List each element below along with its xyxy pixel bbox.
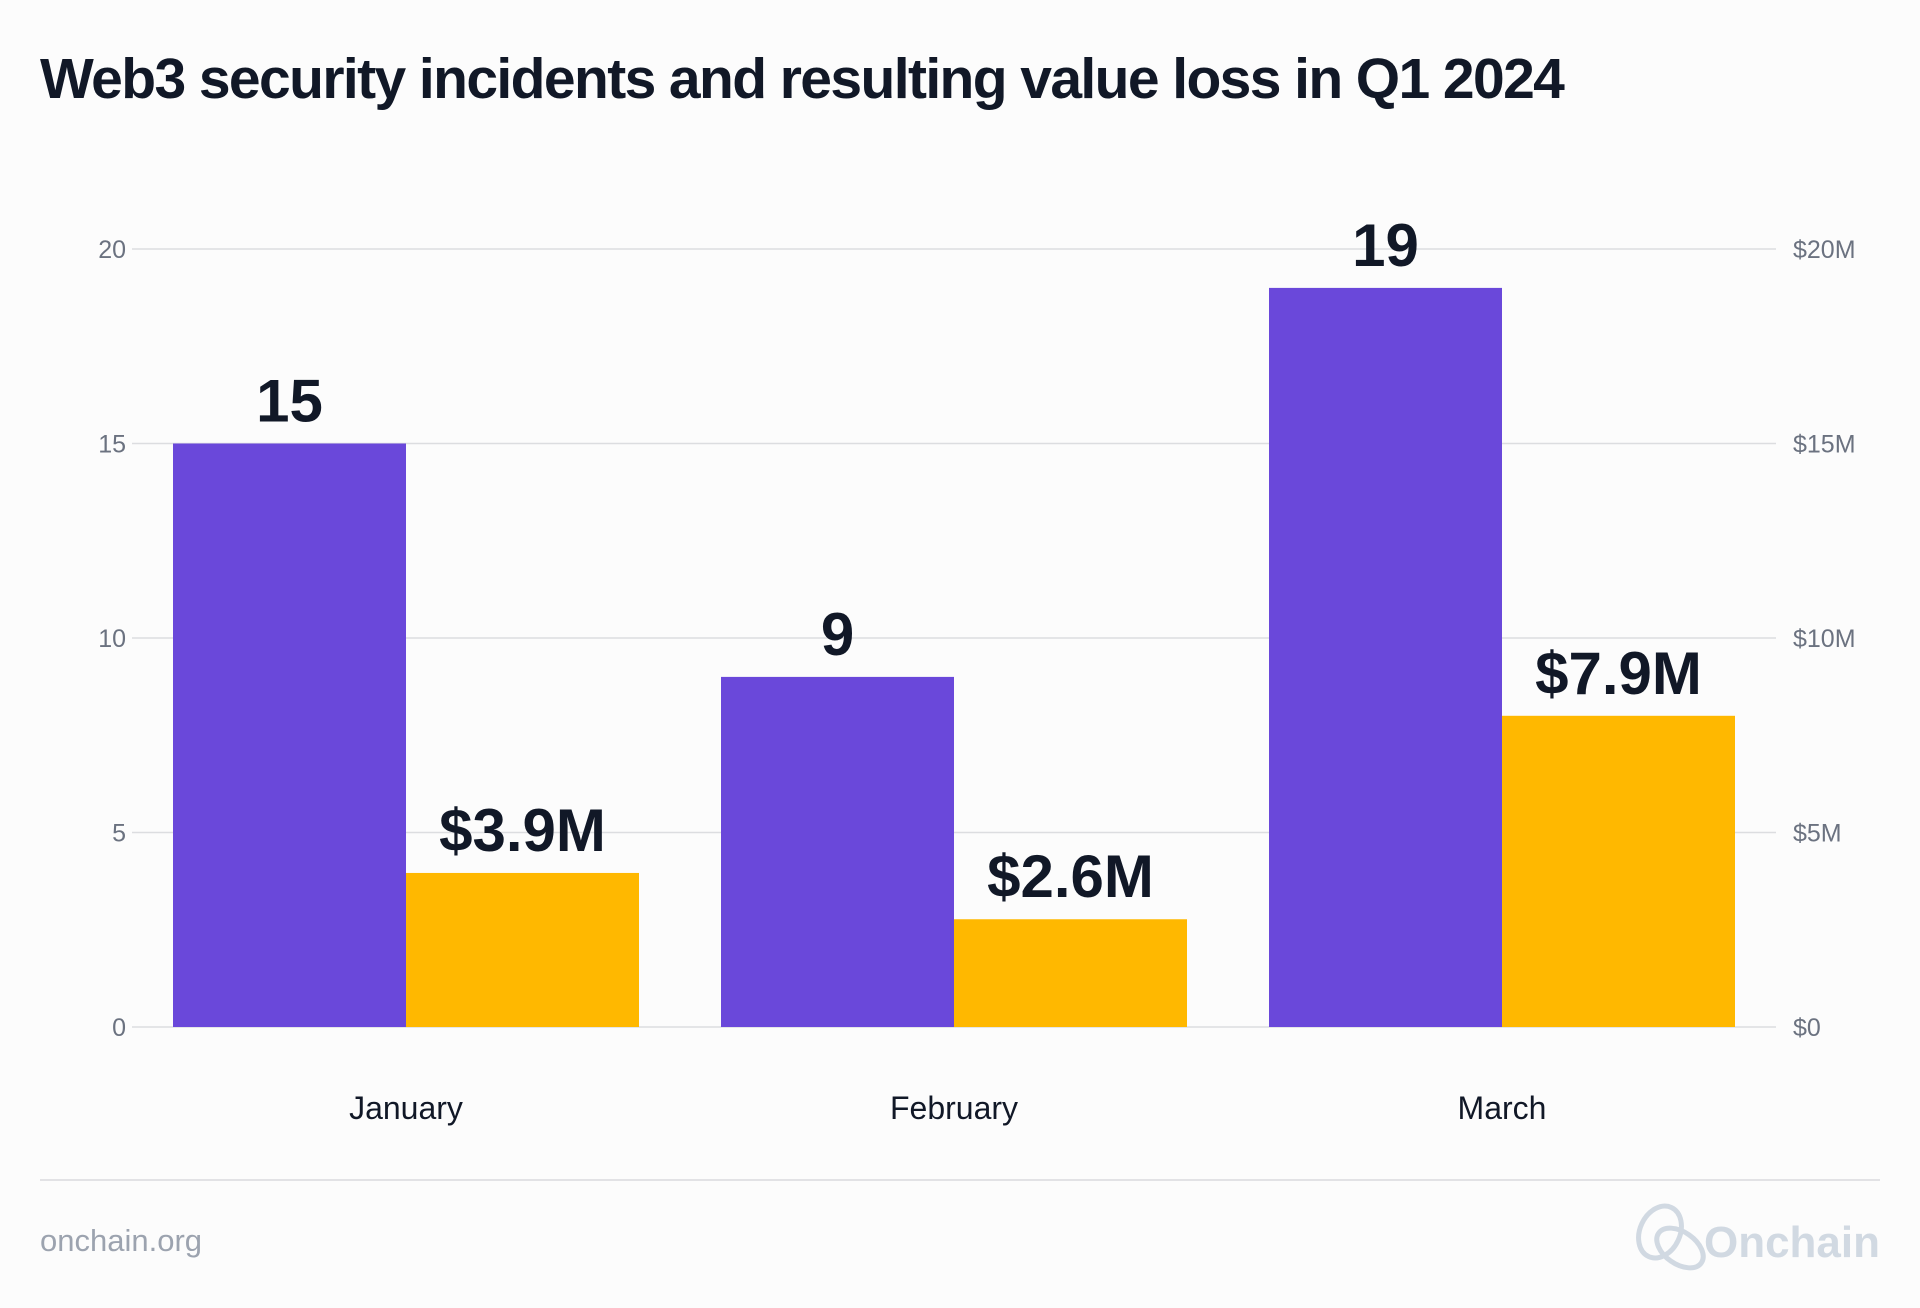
right-tick-label: $15M xyxy=(1793,431,1856,459)
left-axis: 0 5 10 15 20 xyxy=(98,236,126,1042)
value-loss-bar-march xyxy=(1502,715,1735,1027)
category-label: January xyxy=(349,1090,463,1126)
incidents-bar-february xyxy=(721,676,954,1027)
category-label: February xyxy=(890,1090,1018,1126)
value-loss-data-label: $3.9M xyxy=(439,797,606,864)
left-tick-label: 5 xyxy=(112,820,126,848)
category-label: March xyxy=(1458,1090,1547,1126)
value-loss-data-label: $7.9M xyxy=(1535,640,1702,707)
incidents-data-label: 19 xyxy=(1352,212,1419,279)
onchain-logo: Onchain xyxy=(1636,1203,1880,1271)
bars: 15 $3.9M 9 $2.6M 19 $7.9M xyxy=(173,212,1735,1027)
incidents-bar-january xyxy=(173,443,406,1027)
incidents-bar-march xyxy=(1269,287,1502,1027)
incidents-data-label: 15 xyxy=(256,368,323,435)
left-tick-label: 10 xyxy=(98,625,126,653)
left-tick-label: 20 xyxy=(98,236,126,264)
chart-title: Web3 security incidents and resulting va… xyxy=(40,47,1565,111)
right-tick-label: $10M xyxy=(1793,625,1856,653)
onchain-logo-text: Onchain xyxy=(1704,1218,1880,1267)
x-axis: January February March xyxy=(349,1090,1546,1126)
right-axis: $0 $5M $10M $15M $20M xyxy=(1793,236,1856,1042)
value-loss-bar-february xyxy=(954,919,1187,1027)
onchain-logo-icon xyxy=(1636,1203,1706,1271)
left-tick-label: 0 xyxy=(112,1014,126,1042)
value-loss-data-label: $2.6M xyxy=(987,843,1154,910)
left-tick-label: 15 xyxy=(98,431,126,459)
incidents-data-label: 9 xyxy=(821,601,854,668)
right-tick-label: $0 xyxy=(1793,1014,1821,1042)
value-loss-bar-january xyxy=(406,872,639,1027)
right-tick-label: $5M xyxy=(1793,820,1842,848)
source-text: onchain.org xyxy=(40,1223,202,1258)
right-tick-label: $20M xyxy=(1793,236,1856,264)
